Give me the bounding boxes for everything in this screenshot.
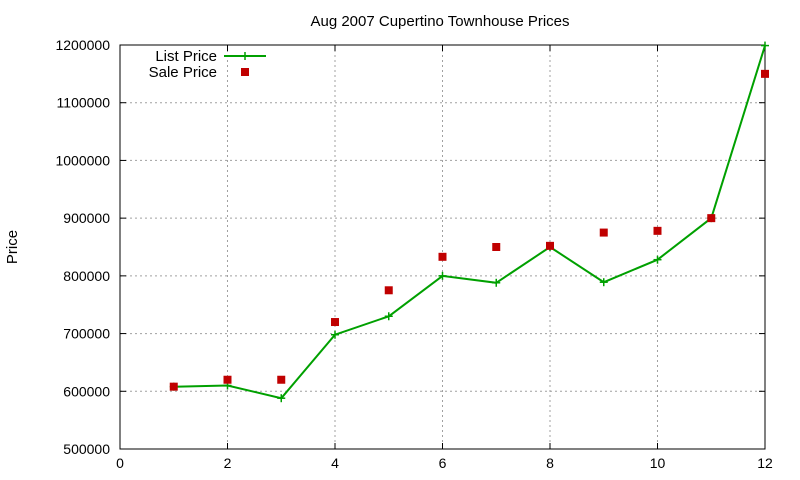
y-tick-label: 700000: [63, 326, 110, 342]
y-tick-label: 500000: [63, 441, 110, 457]
y-tick-label: 600000: [63, 383, 110, 399]
legend-label-sale-price: Sale Price: [149, 64, 217, 81]
chart-title: Aug 2007 Cupertino Townhouse Prices: [310, 13, 569, 30]
data-point-sale-price: [599, 228, 608, 237]
x-tick-label: 8: [546, 455, 554, 471]
data-point-sale-price: [492, 243, 501, 251]
x-tick-label: 2: [224, 455, 232, 471]
x-tick-label: 4: [331, 455, 339, 471]
x-tick-label: 0: [116, 455, 124, 471]
legend-marker-sale-price: [241, 68, 249, 76]
data-point-sale-price: [169, 382, 178, 391]
data-point-list-price: [761, 41, 769, 50]
legend-sample-sale-price: [241, 68, 249, 76]
y-tick-label: 1100000: [57, 95, 111, 111]
tick-layer: 500000 600000 700000 800000 900000 1000000 110…: [55, 37, 773, 471]
data-point-sale-price: [384, 286, 393, 295]
data-point-list-price: [599, 278, 608, 287]
y-tick-label: 800000: [63, 268, 110, 284]
y-axis-label: Price: [4, 230, 21, 264]
data-point-sale-price: [761, 69, 769, 78]
data-point-list-price: [331, 330, 339, 339]
data-point-list-price: [653, 255, 662, 264]
x-tick-label: 12: [757, 455, 773, 471]
data-point-list-price: [492, 278, 501, 287]
x-tick-label: 6: [439, 455, 447, 471]
data-point-sale-price: [223, 375, 232, 384]
data-point-sale-price: [277, 375, 286, 384]
legend-marker-list-price: [241, 52, 249, 60]
x-tick-label: 10: [650, 455, 666, 471]
legend-label-list-price: List Price: [155, 48, 217, 65]
data-point-sale-price: [707, 214, 716, 223]
y-tick-label: 1000000: [55, 152, 110, 168]
legend-sample-list-price: [224, 52, 266, 60]
series-line-list-price: [173, 45, 766, 400]
grid-layer: [120, 45, 765, 449]
data-point-list-price: [438, 271, 447, 280]
data-point-list-price: [384, 312, 393, 321]
data-point-sale-price: [438, 252, 447, 261]
data-point-sale-price: [546, 241, 554, 250]
y-tick-label: 900000: [63, 210, 110, 226]
data-point-list-price: [277, 394, 286, 403]
data-point-sale-price: [653, 226, 662, 235]
y-tick-label: 1200000: [55, 37, 110, 53]
legend: List Price Sale Price: [149, 48, 266, 81]
series-layer: [169, 41, 769, 403]
data-point-sale-price: [331, 318, 339, 327]
